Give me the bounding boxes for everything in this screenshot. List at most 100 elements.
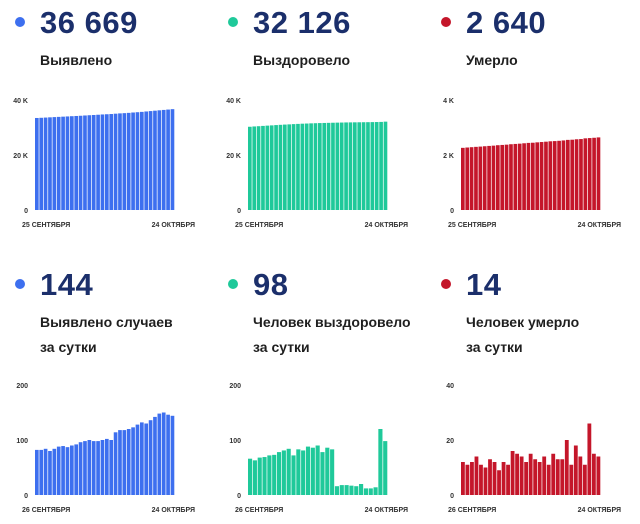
stat-label: за сутки [40, 339, 97, 355]
bar [469, 147, 474, 210]
panel-daily-cases: 144 Выявлено случаев за сутки 200 100 0 26 СЕН… [0, 262, 213, 524]
bar [105, 114, 109, 210]
bar [122, 430, 127, 495]
bar [161, 412, 166, 495]
bar [256, 126, 261, 210]
stat-label: Человек выздоровело [253, 314, 411, 330]
bar [65, 447, 70, 495]
bar [555, 459, 560, 495]
bar [461, 147, 465, 210]
bar [363, 488, 368, 495]
bar [148, 420, 153, 495]
bar [513, 143, 518, 210]
stat-label: Выявлено [40, 52, 113, 68]
bar [522, 143, 526, 210]
bar [48, 451, 52, 495]
bar [100, 440, 105, 495]
bar [496, 145, 500, 210]
bar [70, 445, 74, 495]
bar [61, 116, 65, 210]
bar [257, 457, 262, 495]
bar [300, 123, 305, 210]
bar [100, 114, 105, 210]
bar [118, 113, 122, 210]
bar [506, 464, 510, 495]
bar [526, 142, 531, 210]
bar [261, 125, 265, 210]
bar [383, 121, 388, 210]
bar [78, 115, 83, 210]
bar [96, 441, 100, 495]
bar [291, 455, 296, 495]
bar [272, 454, 277, 495]
x-start-label: 26 СЕНТЯБРЯ [448, 507, 496, 514]
bar [551, 453, 556, 495]
panel-daily-recovered: 98 Человек выздоровело за сутки 200 100 0 26 С… [213, 262, 426, 524]
bar [140, 422, 144, 495]
bar [478, 146, 483, 210]
bar [296, 449, 301, 495]
bar [39, 449, 44, 495]
bar [359, 484, 364, 495]
x-start-label: 25 СЕНТЯБРЯ [22, 222, 70, 229]
bar [269, 125, 274, 210]
bar [470, 462, 474, 495]
bar [65, 116, 70, 210]
bar [113, 113, 118, 210]
bar [286, 448, 291, 495]
bar [582, 464, 587, 495]
bar [542, 456, 547, 495]
bar-chart: 40 K 20 K 0 25 СЕНТЯБРЯ 24 ОКТЯБРЯ [226, 98, 408, 229]
bar-chart: 40 K 20 K 0 25 СЕНТЯБРЯ 24 ОКТЯБРЯ [13, 98, 195, 229]
y-tick-label: 40 [446, 383, 454, 390]
y-tick-label: 0 [450, 493, 454, 500]
x-start-label: 26 СЕНТЯБРЯ [235, 507, 283, 514]
x-end-label: 24 ОКТЯБРЯ [365, 507, 408, 514]
bar [596, 137, 601, 210]
bar [96, 114, 100, 210]
bar [267, 455, 272, 495]
bar [344, 485, 349, 495]
y-tick-label: 20 [446, 438, 454, 445]
bar [552, 141, 557, 210]
bar [126, 429, 131, 495]
bar [500, 144, 505, 210]
bar [109, 114, 114, 210]
bar [591, 453, 596, 495]
bar [488, 459, 492, 495]
bar [61, 446, 65, 495]
bar [144, 111, 149, 210]
bar [43, 448, 48, 495]
bar [566, 139, 570, 211]
x-end-label: 24 ОКТЯБРЯ [152, 507, 195, 514]
bar [528, 453, 533, 495]
bar [574, 139, 579, 210]
x-end-label: 24 ОКТЯБРЯ [152, 222, 195, 229]
bar [483, 467, 488, 495]
bar [344, 122, 348, 210]
y-tick-label: 2 K [443, 153, 454, 160]
stat-label: Выявлено случаев [40, 314, 173, 330]
bar [318, 123, 322, 210]
bar [561, 140, 566, 210]
legend-dot [228, 17, 238, 27]
stat-value: 32 126 [253, 5, 351, 40]
bar [166, 109, 170, 210]
bar [287, 124, 292, 210]
bar [531, 142, 535, 210]
bar [573, 445, 578, 495]
bar [339, 485, 344, 495]
bar [517, 143, 522, 210]
y-tick-label: 0 [24, 493, 28, 500]
bar [52, 117, 57, 210]
bar [153, 416, 157, 495]
panel-total-recovered: 32 126 Выздоровело 40 K 20 K 0 25 СЕНТЯБРЯ 24 … [213, 0, 426, 262]
bar [131, 112, 135, 210]
bar [474, 456, 479, 495]
bar [135, 424, 140, 495]
bar [157, 413, 162, 495]
bar [465, 147, 470, 210]
stat-label: Умерло [466, 52, 518, 68]
bar [87, 115, 92, 210]
y-tick-label: 0 [24, 208, 28, 215]
